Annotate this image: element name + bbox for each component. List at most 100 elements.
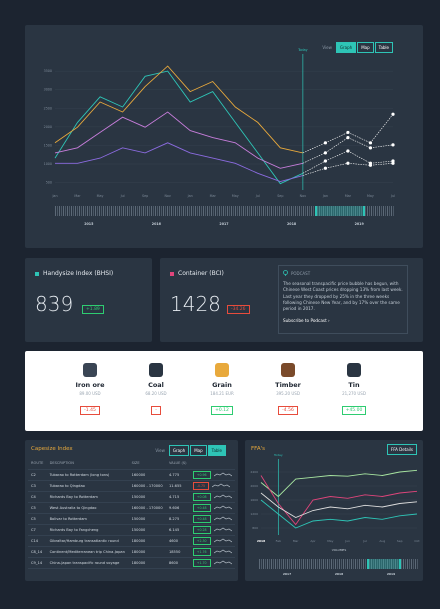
forecast-segment [347, 137, 371, 149]
sparkline-path [213, 494, 232, 499]
forecast-point [323, 151, 327, 155]
commodity-icon [281, 363, 295, 377]
period-label: 2017 [283, 572, 291, 576]
commodity-icon [215, 363, 229, 377]
table-row: C3 Tubarao to Qingdao 160000 - 170000 11.65… [28, 480, 235, 492]
period-label: 2018 [287, 222, 297, 226]
table-cell: 150000 [128, 524, 166, 536]
x-tick-label: 2018 [257, 539, 265, 543]
sparkline-path [213, 549, 232, 554]
table-cell: C4 [28, 491, 47, 503]
forecast-segment [370, 114, 394, 144]
podcast-box: PODCAST The seasonal transpacific price … [278, 265, 408, 334]
period-label: 2015 [84, 222, 94, 226]
x-tick-label: Feb [276, 539, 281, 543]
sparkline [213, 505, 232, 510]
ffa-button-wrap: FFA Details [386, 444, 417, 455]
view-button[interactable]: Table [207, 445, 226, 456]
commodity-name: Timber [275, 381, 301, 389]
table-cell: 8.275 [165, 513, 190, 525]
view-button[interactable]: Graph [335, 42, 357, 53]
row-change: +0.48 [192, 503, 211, 512]
row-change: +0.96 [192, 470, 211, 479]
sparkline [213, 472, 232, 477]
forecast-point [368, 163, 373, 167]
view-button[interactable]: Table [374, 42, 393, 53]
series-line [260, 492, 418, 519]
forecast-segment [347, 132, 371, 144]
table-row: C5 Bolivar to Rotterdam 150000 8.275 +0.48 [28, 513, 235, 525]
forecast-segment [370, 162, 394, 166]
series-line [55, 142, 303, 182]
forecast-segment [302, 142, 326, 154]
x-tick-label: Jan [322, 194, 328, 198]
forecast-segment [370, 160, 394, 164]
index-value: 1428 [170, 292, 221, 316]
view-button[interactable]: Map [357, 42, 374, 53]
table-cell: 160000 - 170000 [128, 480, 166, 492]
index-title-row: Container (BCI) [170, 270, 224, 277]
index-card: Handysize Index (BHSI) 839 +1.89 [25, 258, 152, 342]
commodity-icon [149, 363, 163, 377]
ffa-panel: FFA's FFA Details 800 1200 1600 2000 2400 201… [245, 440, 423, 581]
column-header [189, 458, 235, 470]
x-tick-label: Jul [362, 539, 367, 543]
row-change: +0.28 [192, 525, 211, 534]
x-tick-label: May [232, 194, 239, 198]
table-cell: +0.96 [189, 469, 235, 481]
table-cell: C9_14 [28, 557, 47, 569]
forecast-segment [302, 160, 326, 174]
index-title: Container (BCI) [178, 270, 224, 277]
table-row: C5 West Australia to Qingdao 160000 - 1700… [28, 502, 235, 514]
main-chart: 500 1000 1500 2000 2500 3000 3500 Jan Mar May Jul S… [44, 48, 395, 226]
x-tick-label: Oct [414, 539, 420, 543]
table-cell: C5 [28, 513, 47, 525]
table-cell: C8_14 [28, 546, 47, 558]
table-wrap: ROUTE DESCRIPTION SIZE VALUE ($) C2 Tubarao t… [28, 458, 235, 569]
row-change: +1.70 [192, 558, 211, 567]
table-cell: West Australia to Qingdao [46, 502, 129, 514]
range-brush[interactable] [367, 559, 401, 569]
range-brush[interactable] [315, 206, 365, 216]
sparkline-path [213, 516, 232, 521]
x-tick-label: Jan [187, 194, 193, 198]
commodity-name: Coal [148, 381, 164, 389]
period-label: 2019 [355, 222, 365, 226]
forecast-point [368, 141, 373, 145]
row-change: +0.48 [192, 514, 211, 523]
index-change: -34.26 [227, 305, 250, 314]
table-cell: 180000 [128, 557, 166, 569]
sparkline [213, 560, 232, 565]
column-header: ROUTE [28, 458, 47, 470]
x-tick-label: May [327, 539, 333, 543]
index-title-row: Handysize Index (BHSI) [35, 270, 113, 277]
podcast-link[interactable]: Subscribe to Podcast › [283, 318, 330, 324]
x-tick-label: Mar [293, 539, 299, 543]
table-cell: +0.08 [189, 491, 235, 503]
forecast-point [323, 141, 327, 145]
y-tick-label: 500 [46, 181, 52, 185]
sparkline-path [213, 527, 232, 532]
series-line [260, 499, 418, 529]
ffa-button[interactable]: FFA Details [386, 444, 417, 455]
y-tick-label: 3500 [44, 69, 52, 73]
table-cell: +1.70 [189, 557, 235, 569]
series-line [260, 475, 418, 526]
table-cell: Tubarao to Qingdao [46, 480, 129, 492]
ffa-chart: 800 1200 1600 2000 2400 2018 Feb Mar Apr May Jun Ju… [250, 453, 420, 576]
table-cell: 18550 [165, 546, 190, 558]
view-button[interactable]: Map [190, 445, 207, 456]
view-label: View [155, 448, 165, 453]
index-change: +1.89 [82, 305, 104, 314]
commodity-change: -1.45 [80, 406, 100, 415]
view-button[interactable]: Graph [168, 445, 190, 456]
column-header: DESCRIPTION [46, 458, 129, 470]
row-change: +2.30 [192, 536, 211, 545]
sparkline [213, 549, 232, 554]
y-tick-label: 1000 [44, 162, 52, 166]
table-cell: C14 [28, 535, 47, 547]
forecast-segment [325, 137, 349, 154]
x-tick-label: Aug [379, 539, 385, 543]
table-cell: Tubarao to Rotterdam (long tons) [46, 469, 129, 481]
